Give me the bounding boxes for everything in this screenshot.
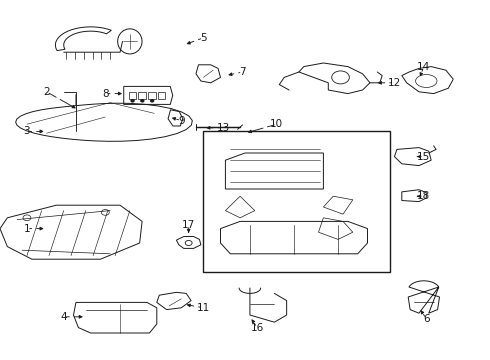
Bar: [128, 92, 136, 99]
Text: 3: 3: [24, 126, 30, 136]
Circle shape: [131, 100, 134, 102]
Text: 13: 13: [216, 123, 230, 133]
Text: 14: 14: [417, 62, 431, 72]
Text: 1: 1: [24, 224, 30, 234]
Text: 12: 12: [388, 78, 401, 88]
Bar: [158, 92, 166, 99]
Text: 2: 2: [43, 87, 50, 97]
Text: 10: 10: [270, 119, 283, 129]
Circle shape: [151, 100, 154, 102]
Text: 9: 9: [178, 116, 185, 126]
Text: 8: 8: [102, 89, 109, 99]
Text: 16: 16: [250, 323, 264, 333]
Text: 4: 4: [60, 312, 67, 322]
Text: 7: 7: [239, 67, 246, 77]
Text: 18: 18: [417, 191, 431, 201]
Bar: [203, 131, 390, 272]
Bar: [139, 92, 146, 99]
Text: 5: 5: [200, 33, 207, 43]
Text: 17: 17: [182, 220, 196, 230]
Bar: [148, 92, 156, 99]
Text: 15: 15: [417, 152, 431, 162]
Circle shape: [141, 100, 144, 102]
Text: 6: 6: [423, 314, 430, 324]
Text: 11: 11: [196, 303, 210, 313]
